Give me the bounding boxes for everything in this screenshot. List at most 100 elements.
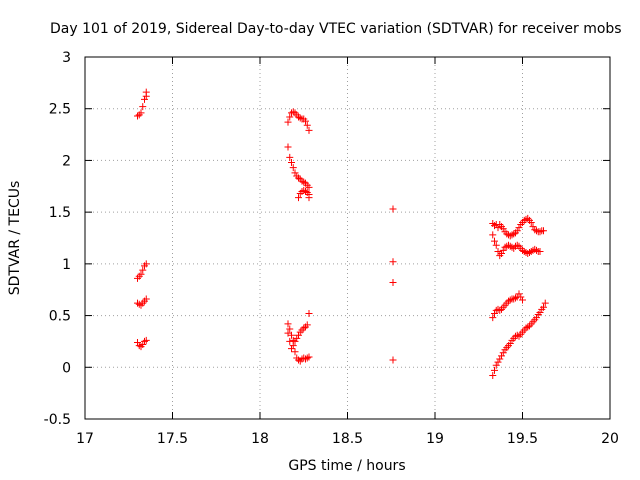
data-point (300, 178, 308, 186)
data-point (494, 224, 502, 232)
data-point (303, 321, 311, 329)
data-point (141, 95, 148, 103)
data-point (512, 294, 519, 302)
data-point (135, 342, 143, 350)
data-point (295, 174, 302, 182)
y-tick-label: 2.5 (49, 102, 71, 118)
data-point (296, 114, 304, 122)
data-point (135, 300, 143, 308)
data-point (522, 215, 530, 223)
data-point (284, 329, 292, 337)
data-point (491, 310, 498, 318)
data-point (286, 153, 294, 161)
y-tick-label: 2 (62, 153, 71, 169)
data-point (142, 260, 150, 268)
data-point (508, 243, 516, 251)
data-point (524, 323, 532, 331)
data-point (305, 194, 313, 202)
x-axis-tick-labels: 17 17.5 18 18.5 19 19.5 20 (76, 431, 619, 447)
data-point (139, 266, 147, 274)
x-tick-label: 17 (76, 431, 94, 447)
grid-lines (85, 57, 610, 419)
data-point (496, 306, 504, 314)
data-point (288, 345, 295, 353)
data-point (305, 310, 313, 318)
data-point (506, 296, 514, 304)
data-point (284, 320, 292, 328)
y-axis-tick-labels: -0.5 0 0.5 1 1.5 2 2.5 3 (44, 50, 71, 428)
data-point (137, 109, 145, 117)
data-point (389, 278, 397, 286)
chart-title: Day 101 of 2019, Sidereal Day-to-day VTE… (50, 21, 622, 37)
data-point (389, 205, 397, 213)
y-axis-label: SDTVAR / TECUs (7, 181, 23, 296)
data-point (295, 331, 302, 339)
x-tick-label: 17.5 (157, 431, 188, 447)
data-point (491, 366, 498, 374)
data-point (286, 113, 294, 121)
data-point (498, 250, 505, 258)
data-point (303, 354, 311, 362)
x-tick-label: 19 (426, 431, 444, 447)
data-point (536, 308, 544, 316)
data-point (289, 108, 297, 116)
data-point (513, 227, 521, 235)
data-point (492, 361, 500, 369)
data-point (540, 227, 547, 235)
x-tick-label: 19.5 (507, 431, 538, 447)
data-point (289, 164, 297, 172)
data-point (519, 296, 526, 304)
data-point (305, 126, 313, 134)
data-point (284, 118, 292, 126)
data-point (489, 231, 497, 239)
data-point (142, 88, 150, 96)
data-point (142, 295, 150, 303)
data-point (142, 336, 150, 344)
data-point (489, 372, 497, 380)
data-point (305, 353, 313, 361)
data-point (139, 341, 147, 349)
data-point (510, 230, 518, 238)
data-point (141, 337, 148, 345)
data-point (515, 290, 523, 298)
data-point (494, 358, 502, 366)
data-point (134, 338, 141, 346)
y-tick-label: 1.5 (49, 205, 71, 221)
data-point (540, 303, 547, 311)
data-point (291, 348, 299, 356)
y-tick-label: 3 (62, 50, 71, 66)
y-tick-label: 0.5 (49, 309, 71, 325)
data-point (288, 158, 295, 166)
data-point (499, 349, 507, 357)
x-tick-label: 18.5 (332, 431, 363, 447)
data-point (499, 225, 507, 233)
data-point (533, 246, 540, 254)
data-point (515, 224, 523, 232)
data-point (302, 117, 309, 125)
data-point (389, 356, 397, 364)
data-point (305, 183, 313, 191)
y-tick-label: -0.5 (44, 412, 71, 428)
data-point (286, 337, 294, 345)
data-point (527, 218, 535, 226)
data-point (513, 241, 521, 249)
x-axis-label: GPS time / hours (288, 458, 405, 474)
data-point (286, 325, 294, 333)
data-point (284, 143, 292, 151)
x-tick-label: 20 (601, 431, 619, 447)
data-point (536, 247, 544, 255)
data-point (499, 246, 507, 254)
data-point (289, 342, 297, 350)
data-point (492, 241, 500, 249)
data-point (489, 314, 497, 322)
data-point (134, 112, 141, 120)
data-point (300, 324, 308, 332)
x-tick-label: 18 (251, 431, 269, 447)
data-point (517, 293, 525, 301)
data-point (295, 356, 302, 364)
y-tick-label: 1 (62, 257, 71, 273)
data-point (295, 194, 302, 202)
data-point (533, 314, 540, 322)
y-tick-label: 0 (62, 360, 71, 376)
